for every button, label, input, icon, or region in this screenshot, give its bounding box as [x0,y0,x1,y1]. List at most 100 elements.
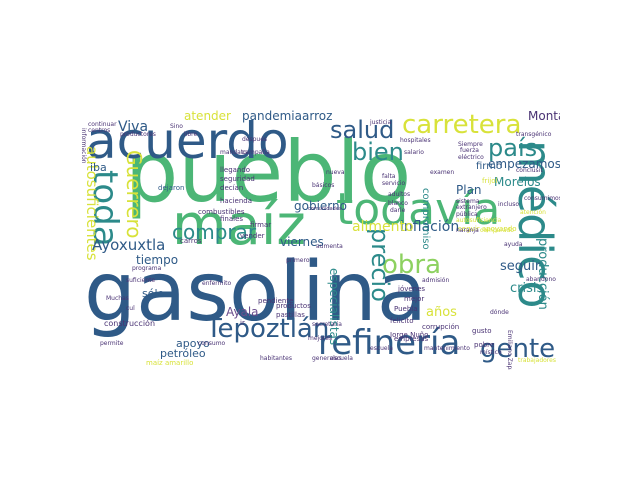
cloud-word: precio [366,228,394,302]
cloud-word: extranjero [456,204,487,211]
cloud-word: suficiente [126,277,156,284]
cloud-word: después [242,136,268,143]
cloud-word: comparado [480,227,514,234]
cloud-word: hospitales [400,137,431,144]
cloud-word: centros [88,127,111,134]
cloud-word: comunidades [308,206,342,212]
cloud-word: Jorge Nuño [390,331,429,339]
cloud-word: habitantes [260,355,292,362]
cloud-word: Emiliano Zapata [506,330,513,370]
cloud-word: obra [382,250,442,280]
cloud-word: conclusit [516,167,543,174]
cloud-word: autosuficiencia [456,217,502,224]
cloud-word: empezamos [488,157,560,171]
cloud-word: blanco [388,200,408,207]
cloud-word: generales [312,355,342,362]
cloud-word: bien [352,138,404,166]
cloud-word: Muchas [106,295,129,302]
cloud-word: permite [100,340,124,347]
cloud-word: mejor [404,295,425,303]
cloud-word: Siempre [458,141,483,148]
cloud-word: primero [286,257,310,264]
cloud-word: petróleo [160,347,206,360]
cloud-word: viernes [280,235,324,249]
cloud-word: inflación [400,219,460,235]
cloud-word: años [426,305,457,320]
cloud-word: atender [184,110,231,123]
cloud-word: incluso [498,201,520,208]
cloud-word: maíz [172,193,306,258]
cloud-word: pueblo [125,123,412,221]
cloud-word: gusto [472,327,492,335]
cloud-word: servicio [382,180,406,187]
cloud-word: Ayoxuxtla [92,236,166,254]
cloud-word: ayuda [504,241,523,248]
cloud-word: consumo [198,340,226,347]
cloud-word: todavía [336,184,501,235]
cloud-word: decían [220,184,244,192]
cloud-word: productores [120,131,156,138]
cloud-word: Tepoztlán [206,314,330,344]
cloud-word: cul [126,305,135,312]
cloud-word: productos [276,302,311,310]
cloud-word: abandono [526,276,556,283]
cloud-word: especialistas [327,268,341,346]
cloud-word: enfermito [202,280,232,287]
cloud-word: carretera [402,110,522,140]
cloud-word: construcción [104,319,156,328]
cloud-word: firmar [250,221,272,229]
cloud-word: básicos [312,182,335,189]
cloud-word: ir [240,319,245,327]
cloud-word: felicito [390,317,414,325]
cloud-word: aumenta [316,243,343,250]
cloud-word: comprar [172,220,257,244]
cloud-word: examen [430,169,455,176]
cloud-word: sólo [142,287,165,300]
cloud-word: arroz [302,110,333,123]
cloud-word: continuar [88,121,117,128]
cloud-word: finales [220,215,244,223]
cloud-word: admisión [422,277,450,284]
cloud-word: seguridad [220,175,255,183]
cloud-word: compromiso [420,188,431,250]
cloud-word: Morelos [494,175,541,189]
cloud-word: pastillas [276,311,305,319]
cloud-word: gobierno [294,199,347,213]
cloud-word: salud [330,116,395,144]
cloud-word: seguir [500,259,541,274]
cloud-word: darle [390,207,406,214]
cloud-word: Viva [118,119,149,135]
cloud-word: campaña [242,149,270,156]
cloud-word: pobre [474,341,495,349]
cloud-word: Guerrero [122,150,146,239]
cloud-word: jóvenes [398,285,426,293]
cloud-word: Plan [456,183,482,197]
cloud-word: carros [180,237,202,245]
cloud-word: salario [404,149,424,156]
cloud-word: país [488,134,538,162]
cloud-word: dejaron [158,184,185,192]
cloud-word: fuerza [460,147,479,154]
cloud-word: gasolina [84,245,427,340]
cloud-word: mandato [220,149,247,156]
cloud-word: alimento [352,219,414,235]
cloud-word: adultos [388,191,411,198]
cloud-word: seguir apoyando [458,225,517,233]
cloud-word: corrupción [422,323,460,331]
cloud-word: apoyo [176,337,210,350]
cloud-word: información [80,128,87,164]
cloud-word: escuela [330,355,353,362]
cloud-word: gente [480,334,556,364]
cloud-word: programa [132,265,162,272]
cloud-word: consumimos [524,195,560,202]
cloud-word: iba [90,161,107,174]
cloud-word: místico [480,349,502,356]
cloud-word: frijol [482,177,498,185]
cloud-word: refinería [318,323,461,363]
cloud-word: transgénico [516,131,552,138]
cloud-word: hacienda [220,197,252,205]
word-cloud: gasolina pueblo maíz acuerdo todavía ref… [80,110,560,370]
cloud-word: dónde [490,309,509,316]
cloud-word: nueva [326,169,345,176]
cloud-word: pandemia [242,110,302,123]
